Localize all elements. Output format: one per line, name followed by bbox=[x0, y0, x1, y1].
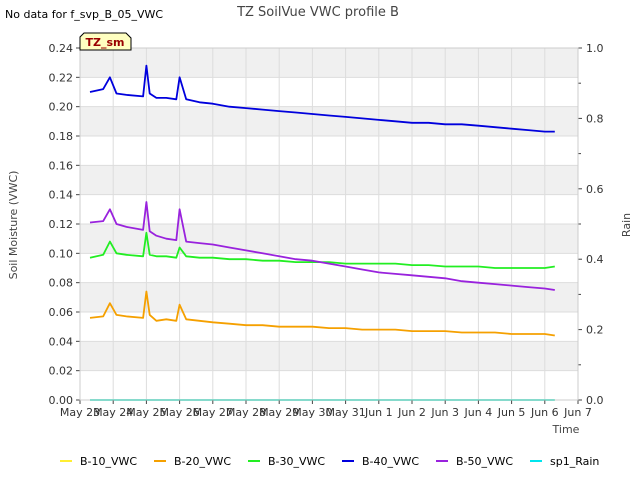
y2-tick-label: 0.6 bbox=[586, 183, 604, 196]
y2-tick-label: 0.0 bbox=[586, 394, 604, 407]
x-tick-label: Jun 4 bbox=[464, 406, 493, 419]
legend: B-10_VWC B-20_VWC B-30_VWC B-40_VWC B-50_VWC… bbox=[60, 455, 599, 468]
no-data-note: No data for f_svp_B_05_VWC bbox=[5, 8, 163, 21]
y-tick-label: 0.14 bbox=[49, 189, 74, 202]
y-tick-label: 0.10 bbox=[49, 247, 74, 260]
legend-label: B-40_VWC bbox=[362, 455, 419, 468]
y-tick-label: 0.18 bbox=[49, 130, 74, 143]
x-tick-label: May 26 bbox=[159, 406, 199, 419]
site-badge-label: TZ_sm bbox=[86, 36, 125, 49]
legend-label: B-50_VWC bbox=[456, 455, 513, 468]
site-badge-box bbox=[79, 32, 132, 51]
x-tick-label: May 28 bbox=[226, 406, 266, 419]
y-axis-label: Soil Moisture (VWC) bbox=[7, 171, 20, 280]
y-tick-label: 0.24 bbox=[49, 42, 74, 55]
plot-band bbox=[80, 106, 578, 136]
y2-tick-label: 0.2 bbox=[586, 324, 604, 337]
axes: 0.00 0.02 0.04 0.06 0.08 0.10 0.12 0.14 0.16 0.18… bbox=[49, 42, 604, 419]
legend-label: B-30_VWC bbox=[268, 455, 325, 468]
x-tick-label: Jun 5 bbox=[497, 406, 526, 419]
x-tick-label: May 30 bbox=[292, 406, 332, 419]
x-tick-label: Jun 7 bbox=[563, 406, 592, 419]
x-tick-label: May 25 bbox=[126, 406, 166, 419]
y-tick-label: 0.00 bbox=[49, 394, 74, 407]
y-tick-label: 0.12 bbox=[49, 218, 74, 231]
series-line-b-30-vwc bbox=[89, 231, 555, 269]
x-tick-label: May 23 bbox=[60, 406, 100, 419]
plot-band bbox=[80, 224, 578, 254]
x-tick-label: Jun 2 bbox=[397, 406, 426, 419]
legend-label: B-20_VWC bbox=[174, 455, 231, 468]
y-tick-label: 0.02 bbox=[49, 365, 74, 378]
x-tick-label: May 24 bbox=[93, 406, 133, 419]
plot-band bbox=[80, 48, 578, 78]
y-tick-label: 0.08 bbox=[49, 277, 74, 290]
plot-band bbox=[80, 341, 578, 371]
y-tick-label: 0.06 bbox=[49, 306, 74, 319]
series-line-b-50-vwc bbox=[89, 201, 555, 291]
x-tick-label: May 29 bbox=[259, 406, 299, 419]
x-tick-label: Jun 6 bbox=[530, 406, 559, 419]
x-tick-label: May 27 bbox=[193, 406, 233, 419]
plot-frame bbox=[79, 47, 579, 401]
site-badge: TZ_sm bbox=[79, 32, 132, 51]
y-tick-label: 0.04 bbox=[49, 335, 74, 348]
x-tick-label: May 31 bbox=[325, 406, 365, 419]
chart-title: TZ SoilVue VWC profile B bbox=[236, 5, 399, 20]
y-tick-label: 0.16 bbox=[49, 159, 74, 172]
x-axis-label: Time bbox=[552, 423, 580, 436]
y2-axis-label: Rain bbox=[620, 213, 633, 237]
series-line-b-40-vwc bbox=[89, 64, 555, 133]
legend-label: B-10_VWC bbox=[80, 455, 137, 468]
plot-band bbox=[80, 282, 578, 312]
y2-tick-label: 1.0 bbox=[586, 42, 604, 55]
series-line-b-20-vwc bbox=[89, 290, 555, 337]
plot-band bbox=[80, 165, 578, 195]
y2-tick-label: 0.4 bbox=[586, 253, 604, 266]
x-tick-label: Jun 1 bbox=[364, 406, 393, 419]
legend-label: sp1_Rain bbox=[550, 455, 599, 468]
y-tick-label: 0.22 bbox=[49, 71, 74, 84]
y-tick-label: 0.20 bbox=[49, 101, 74, 114]
x-tick-label: Jun 3 bbox=[430, 406, 459, 419]
y2-tick-label: 0.8 bbox=[586, 112, 604, 125]
